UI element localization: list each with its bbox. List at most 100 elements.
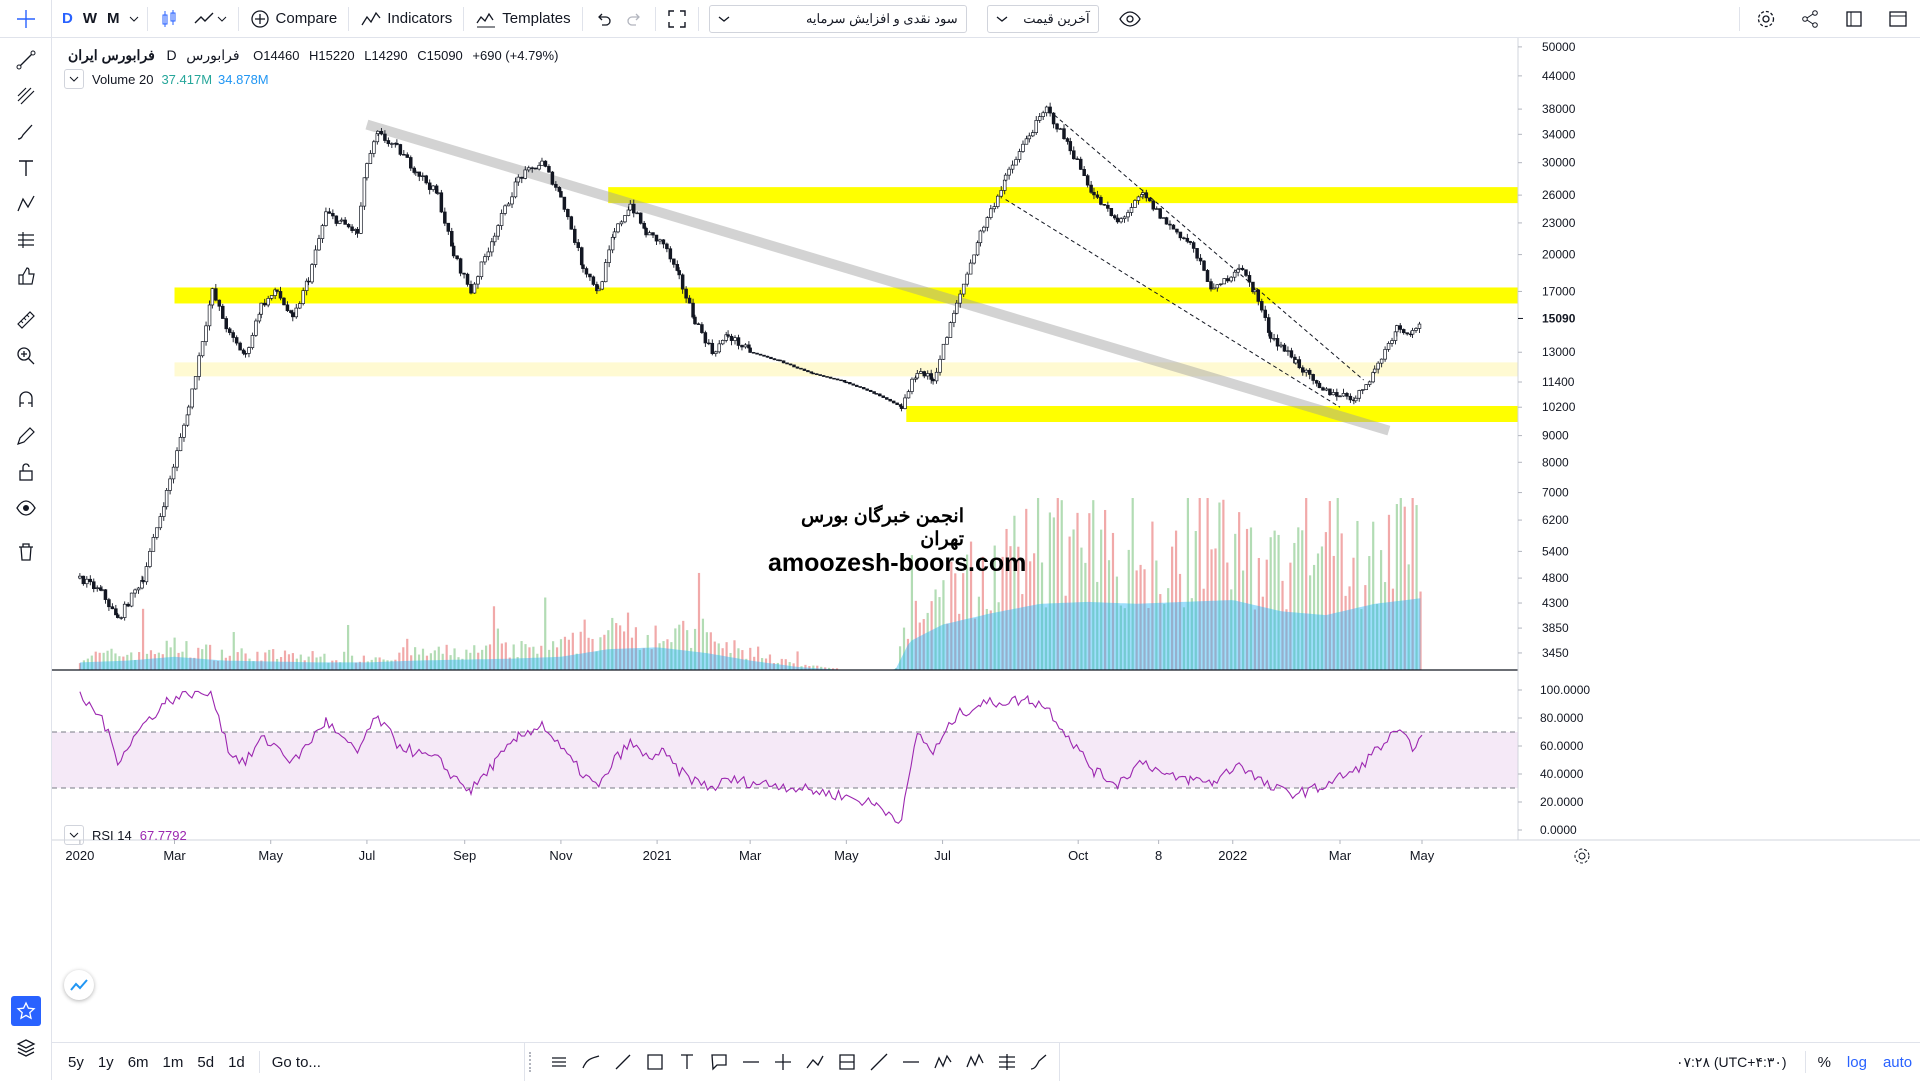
candle [755,352,759,355]
magnet-tool[interactable] [0,382,52,418]
settings-button[interactable] [1744,0,1788,38]
interval-m[interactable]: M [107,10,120,27]
share-button[interactable] [1788,0,1832,38]
crosshair-cursor-button[interactable] [0,0,52,38]
trend-line-tool[interactable] [0,42,52,78]
fib-tool[interactable] [0,78,52,114]
range-1y[interactable]: 1y [97,1053,114,1071]
candle [523,169,528,179]
range-1m[interactable]: 1m [162,1053,184,1071]
layout-button[interactable] [1876,0,1920,38]
price-source-dropdown[interactable]: آخرین قیمت [986,4,1099,33]
horizontal-lines-tool[interactable] [543,1043,575,1081]
brush-tool[interactable] [1023,1043,1055,1081]
object-tree-button[interactable] [0,1030,52,1066]
log-toggle[interactable]: log [1846,1053,1867,1071]
range-5y[interactable]: 5y [68,1053,84,1071]
curves-tool[interactable] [575,1043,607,1081]
volume-bar [232,632,235,670]
stay-drawing-tool[interactable] [0,418,52,454]
dividends-dropdown[interactable]: سود نقدی و افزایش سرمایه [708,4,967,33]
prediction-tool[interactable] [0,222,52,258]
cross-line-tool[interactable] [767,1043,799,1081]
text-tool[interactable] [0,150,52,186]
range-5d[interactable]: 5d [197,1053,215,1071]
candle [136,587,141,591]
support-zone-light[interactable] [174,362,1730,377]
price-axis-bg[interactable] [1518,38,1920,840]
percent-toggle[interactable]: % [1817,1053,1831,1071]
goto-button[interactable]: Go to... [271,1053,321,1071]
extended-line-tool[interactable] [863,1043,895,1081]
rsi-tick-label: 60.0000 [1540,739,1584,753]
zoom-tool[interactable] [0,338,52,374]
indicators-button[interactable]: Indicators [353,0,459,38]
candle [1338,395,1342,398]
measure-tool[interactable] [831,1043,863,1081]
abcd-pattern-tool[interactable] [927,1043,959,1081]
volume-bar [354,662,358,670]
collapse-rsi-button[interactable] [64,825,84,845]
volume-bar [595,651,598,670]
trend-line[interactable] [365,119,1391,436]
interval-dropdown-button[interactable] [125,0,143,38]
path-tool[interactable] [799,1043,831,1081]
brush-tool[interactable] [0,114,52,150]
interval-w[interactable]: W [82,10,98,27]
interval-d[interactable]: D [62,10,73,27]
redo-button[interactable] [619,0,651,38]
volume-bar [563,636,567,670]
clock[interactable]: ۰۷:۲۸ (UTC+۴:۳۰) [1676,1053,1787,1070]
range-1d[interactable]: 1d [228,1053,245,1071]
volume-bar [662,641,665,670]
watchlist-button[interactable] [0,993,52,1029]
ray-tool[interactable] [607,1043,639,1081]
collapse-volume-button[interactable] [64,69,84,89]
xabcd-pattern-tool[interactable] [959,1043,991,1081]
remove-drawings-tool[interactable] [0,534,52,570]
fib-channel-tool[interactable] [991,1043,1023,1081]
logo-button[interactable] [64,970,94,1000]
support-resistance-zone[interactable] [174,287,1518,304]
volume-bar [898,646,902,670]
range-6m[interactable]: 6m [127,1053,149,1071]
candle [929,373,933,380]
candle [1357,390,1361,399]
undo-button[interactable] [587,0,619,38]
candles-chart-type-button[interactable] [152,0,186,38]
chart-style-button[interactable] [186,0,234,38]
callout-tool[interactable] [703,1043,735,1081]
auto-toggle[interactable]: auto [1882,1053,1913,1071]
channel-line[interactable] [1054,114,1364,381]
pattern-tool[interactable] [0,186,52,222]
text-tool[interactable] [671,1043,703,1081]
channel-line[interactable] [1005,199,1341,408]
symbol-name[interactable]: فرابورس ایران [68,47,155,63]
support-resistance-zone[interactable] [608,187,1518,204]
support-resistance-zone[interactable] [906,405,1518,422]
hide-drawings-tool[interactable] [0,490,52,526]
measure-tool[interactable] [0,302,52,338]
candle [291,312,295,318]
price-tick-label: 10200 [1542,400,1576,414]
visibility-button[interactable] [1111,0,1149,38]
volume-bar [1056,498,1059,670]
compare-button[interactable]: Compare [243,0,345,38]
icons-tool[interactable] [0,258,52,294]
candle [414,171,418,174]
templates-button[interactable]: Templates [468,0,577,38]
candle [765,355,770,358]
chart-area[interactable]: 50000 44000 38000 34000 30000 26000 23000 20000… [52,38,1920,1042]
eye-icon [1118,10,1141,27]
dash-line-tool[interactable] [895,1043,927,1081]
snapshot-button[interactable] [1832,0,1876,38]
horizontal-line-tool[interactable] [735,1043,767,1081]
drag-handle[interactable] [529,1052,537,1072]
rectangle-tool[interactable] [639,1043,671,1081]
axis-settings-button[interactable] [1574,848,1590,864]
candle [1099,196,1103,205]
fullscreen-button[interactable] [660,0,694,38]
candle [1364,384,1368,390]
volume-bar [331,660,334,670]
lock-tool[interactable] [0,454,52,490]
